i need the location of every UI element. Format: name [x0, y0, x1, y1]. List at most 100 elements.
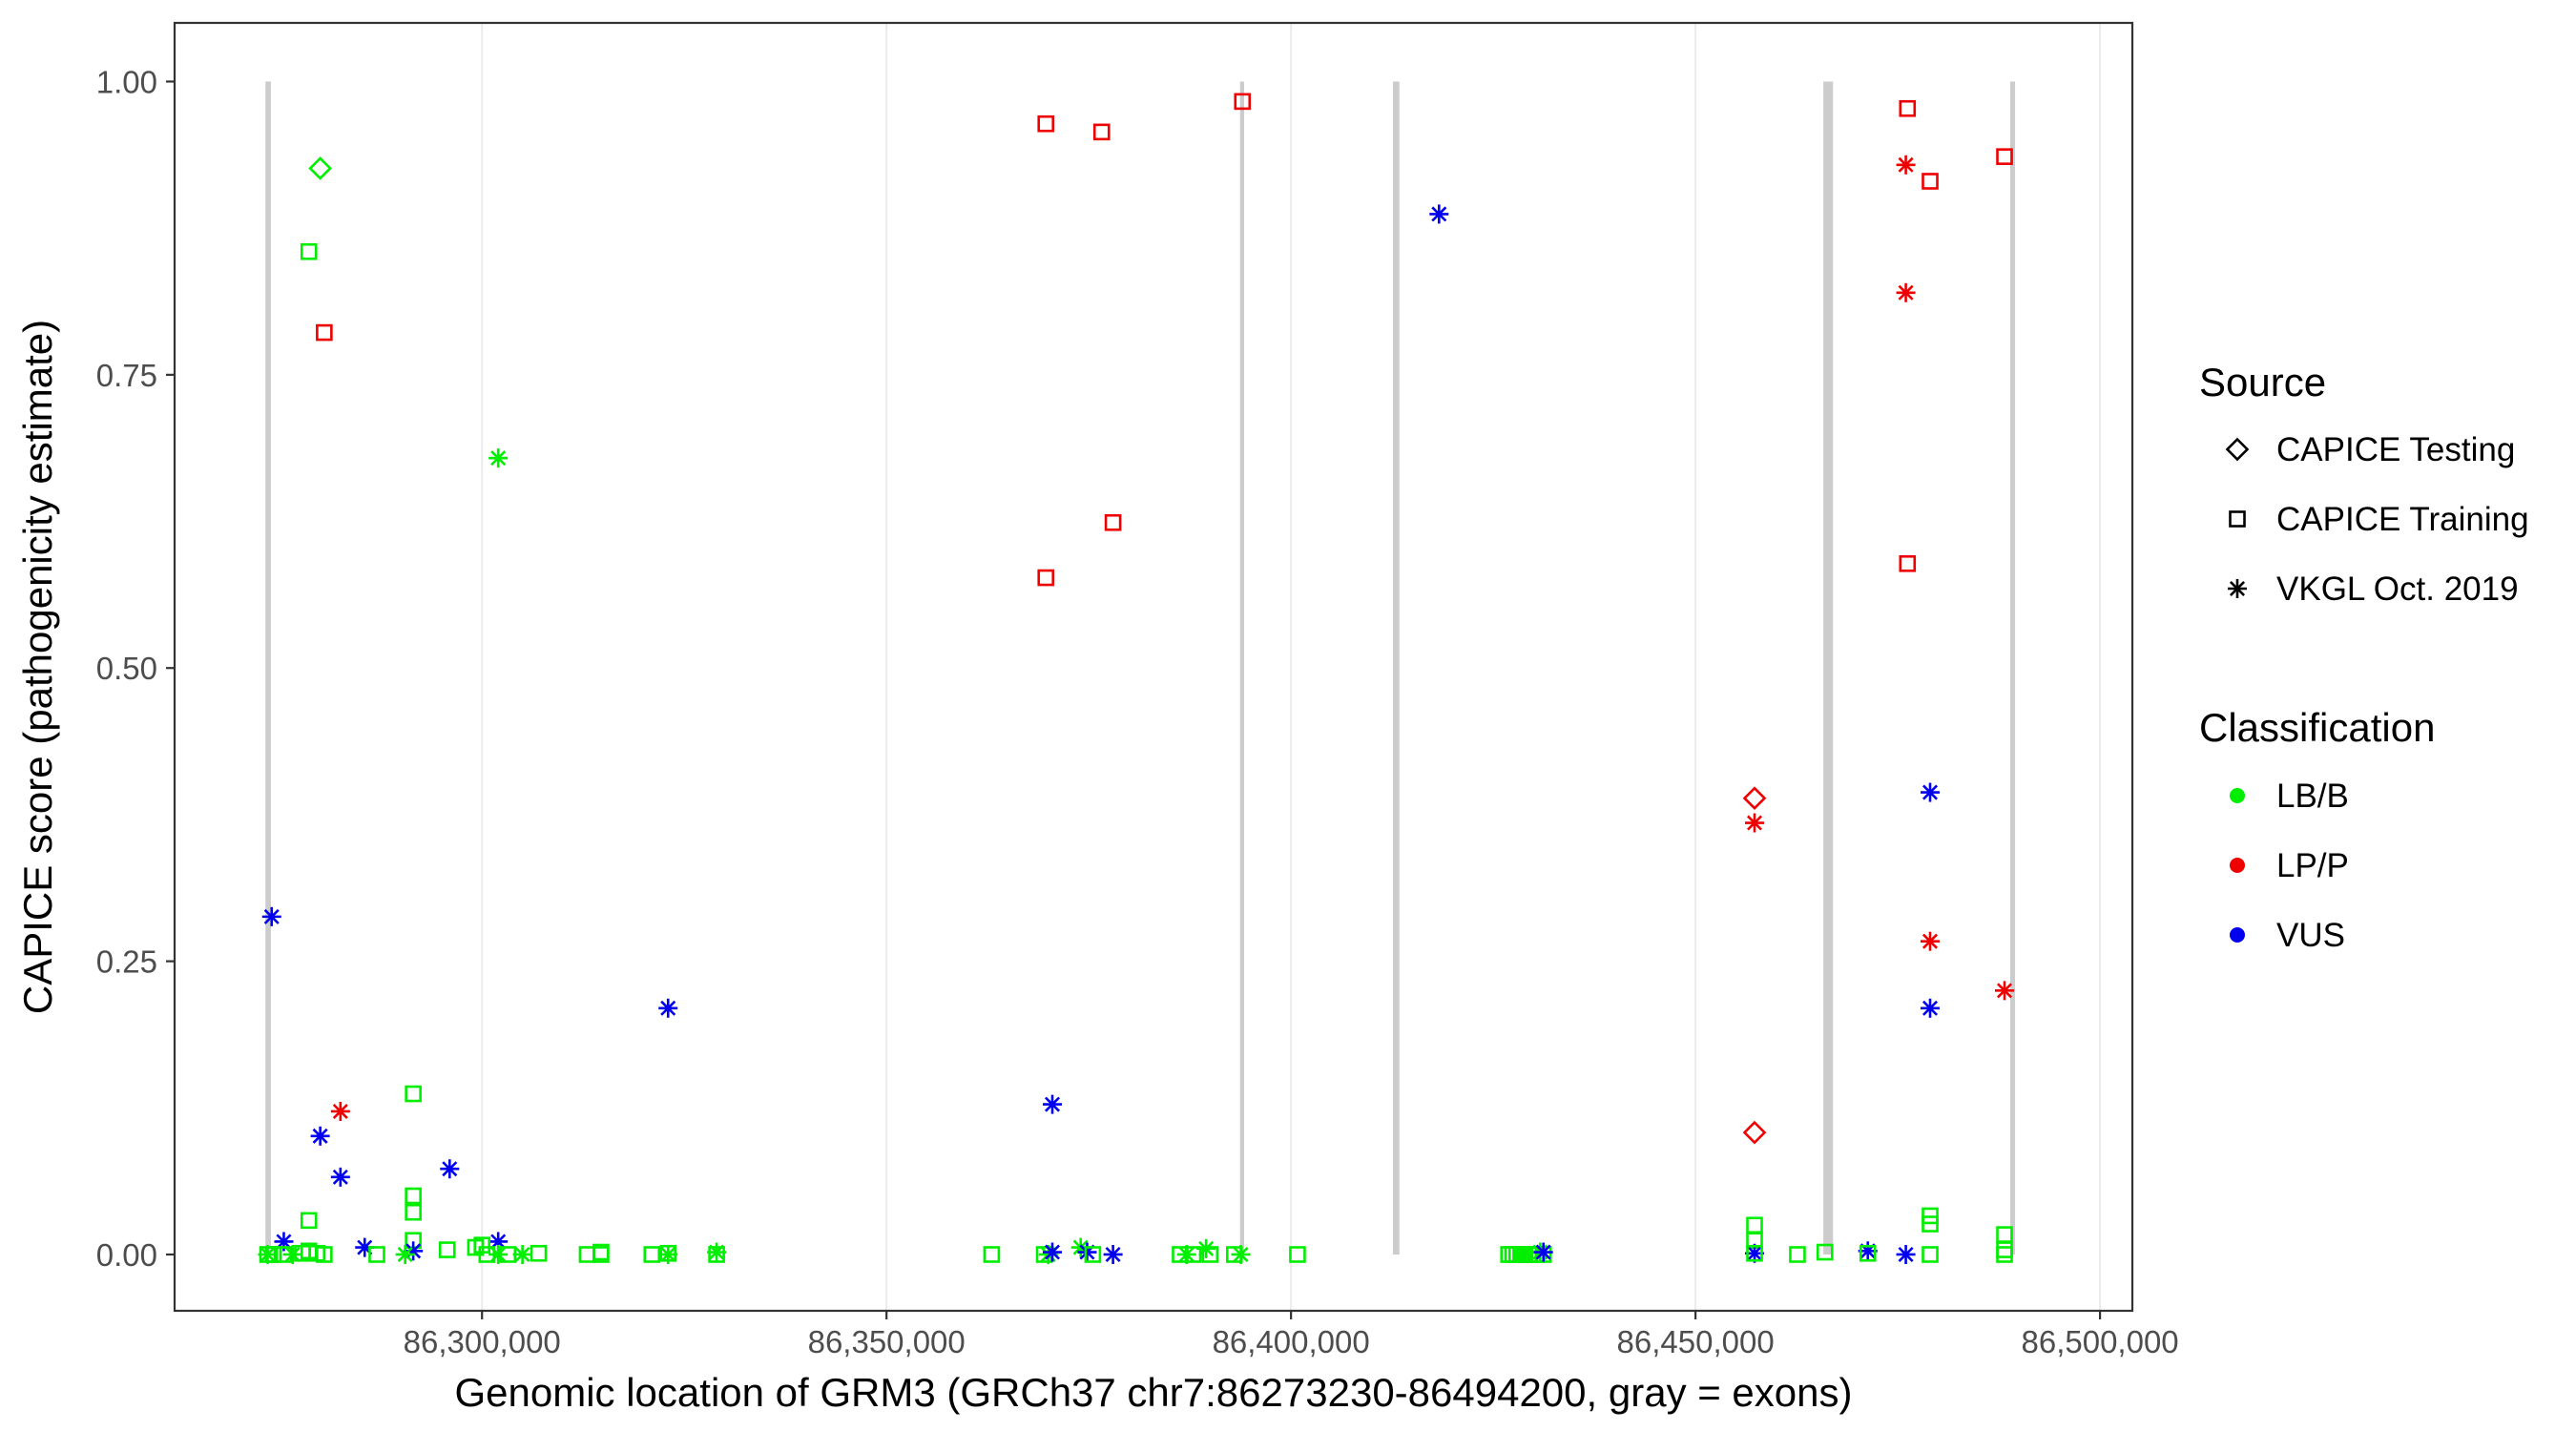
data-point [316, 1246, 333, 1263]
data-point [1070, 1237, 1091, 1257]
data-point [1816, 1243, 1834, 1261]
data-point [1921, 998, 1941, 1018]
x-tick-label: 86,500,000 [2021, 1324, 2178, 1359]
data-point [310, 1126, 330, 1146]
data-point [1289, 1246, 1306, 1263]
data-point [1043, 1242, 1063, 1262]
data-point [308, 156, 332, 180]
plot-background [175, 23, 2132, 1311]
data-point [1234, 93, 1252, 111]
data-point [1745, 813, 1765, 833]
data-point [440, 1159, 460, 1179]
data-point [1037, 569, 1055, 587]
data-point [488, 1244, 509, 1264]
data-point [1896, 1244, 1916, 1264]
data-point [659, 1244, 677, 1262]
y-tick-label: 0.75 [96, 358, 157, 393]
data-point [1899, 99, 1917, 117]
legend-class-title: Classification [2199, 705, 2435, 750]
data-point [1231, 1244, 1251, 1264]
x-tick-label: 86,450,000 [1617, 1324, 1775, 1359]
data-point [261, 906, 281, 926]
legend-class-items: LB/B LP/P VUS [2230, 778, 2349, 954]
data-point [1896, 155, 1916, 175]
data-point [1789, 1246, 1806, 1263]
data-point [1922, 1215, 1939, 1233]
exon-band [1823, 81, 1834, 1255]
x-tick-label: 86,300,000 [404, 1324, 561, 1359]
data-point [1043, 1094, 1063, 1114]
data-point [438, 1241, 456, 1258]
exon-band [1239, 81, 1244, 1255]
data-point [1922, 173, 1939, 190]
legend-key-dot [2230, 788, 2245, 803]
data-point [368, 1246, 385, 1263]
data-point [1084, 1246, 1102, 1263]
legend-source-label: VKGL Oct. 2019 [2276, 570, 2519, 608]
legend-class-label: VUS [2276, 917, 2345, 954]
legend: Source CAPICE Testing CAPICE Training VKGL… [2199, 360, 2529, 954]
data-point [1995, 981, 2015, 1001]
legend-key-asterisk [2228, 579, 2247, 598]
exon-band [265, 81, 271, 1255]
data-point [1859, 1244, 1877, 1262]
data-point [1533, 1242, 1553, 1262]
data-point [1996, 148, 2013, 165]
data-point [1896, 282, 1916, 302]
data-point [1092, 123, 1111, 141]
data-point [1921, 782, 1941, 802]
data-point [282, 1244, 302, 1264]
y-tick-label: 0.50 [96, 651, 157, 686]
data-point [316, 323, 333, 342]
data-point [1922, 1246, 1939, 1263]
legend-source-items: CAPICE Testing CAPICE Training VKGL Oct. 2… [2225, 431, 2529, 608]
data-point [330, 1101, 350, 1121]
data-point [1996, 1246, 2013, 1263]
data-point [983, 1246, 1001, 1263]
y-tick-label: 0.00 [96, 1237, 157, 1273]
x-axis: 86,300,000 86,350,000 86,400,000 86,450,000… [404, 1311, 2179, 1359]
data-point [592, 1246, 610, 1263]
data-point [1921, 931, 1941, 951]
x-tick-label: 86,400,000 [1213, 1324, 1370, 1359]
exon-band [2009, 81, 2016, 1255]
y-axis: 0.00 0.25 0.50 0.75 1.00 [96, 64, 175, 1273]
data-point [1899, 555, 1917, 572]
data-point [1077, 1242, 1097, 1262]
data-point [405, 1085, 422, 1103]
data-point [488, 448, 509, 468]
data-point [405, 1187, 422, 1205]
points-layer [258, 93, 2015, 1264]
legend-class-label: LB/B [2276, 778, 2349, 815]
exon-bands [265, 81, 2016, 1255]
exon-band [1392, 81, 1400, 1255]
legend-key-square [2229, 510, 2246, 528]
data-point [708, 1246, 725, 1263]
data-point [1742, 1120, 1767, 1145]
data-point [530, 1244, 548, 1262]
legend-source-title: Source [2199, 360, 2326, 404]
x-axis-label: Genomic location of GRM3 (GRCh37 chr7:86… [455, 1370, 1853, 1415]
data-point [1103, 1244, 1123, 1264]
x-tick-label: 86,350,000 [808, 1324, 966, 1359]
data-point [512, 1244, 532, 1264]
gridlines [481, 23, 2102, 1311]
y-tick-label: 1.00 [96, 64, 157, 99]
data-point [405, 1203, 422, 1221]
data-point [330, 1167, 350, 1187]
legend-source-label: CAPICE Testing [2276, 431, 2515, 468]
data-point [658, 998, 678, 1018]
data-point [300, 242, 318, 260]
legend-key-dot [2230, 927, 2245, 943]
data-point [1196, 1238, 1216, 1258]
legend-key-dot [2230, 858, 2245, 873]
y-axis-label: CAPICE score (pathogenicity estimate) [15, 320, 60, 1014]
data-point [300, 1212, 318, 1230]
legend-key-diamond [2225, 437, 2250, 462]
data-point [1104, 513, 1122, 531]
data-point [1037, 114, 1055, 133]
data-point [258, 1244, 278, 1264]
data-point [1746, 1244, 1763, 1262]
data-point [395, 1244, 415, 1264]
